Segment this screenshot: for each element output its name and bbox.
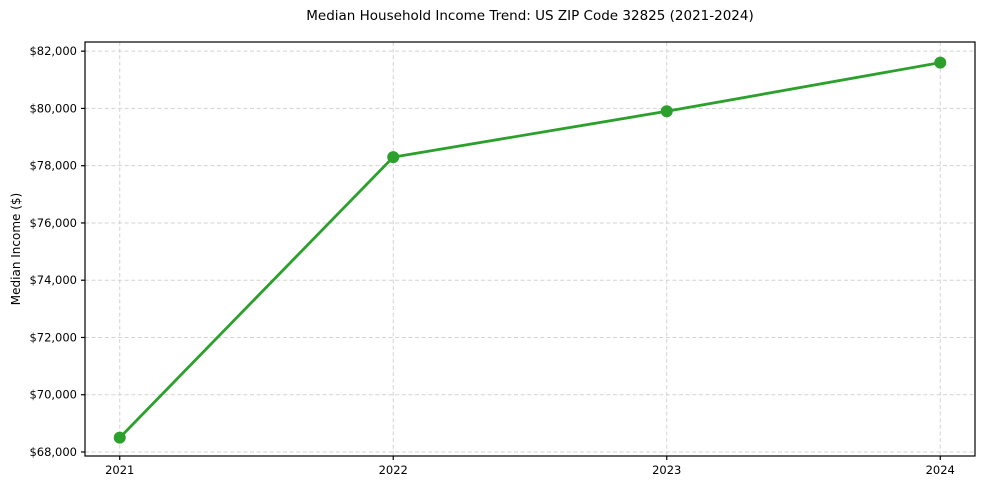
y-tick-label: $68,000	[29, 445, 77, 459]
y-tick-label: $74,000	[29, 273, 77, 287]
data-point	[113, 431, 126, 444]
data-point	[660, 105, 673, 118]
x-tick-label: 2024	[926, 463, 955, 477]
axes-border	[84, 41, 976, 457]
y-tick-label: $82,000	[29, 44, 77, 58]
y-tick-label: $72,000	[29, 330, 77, 344]
x-tick-label: 2022	[379, 463, 408, 477]
y-tick-label: $80,000	[29, 101, 77, 115]
x-tick-label: 2021	[105, 463, 134, 477]
y-tick-label: $76,000	[29, 216, 77, 230]
data-point	[387, 151, 400, 164]
y-tick-label: $78,000	[29, 159, 77, 173]
y-tick-label: $70,000	[29, 388, 77, 402]
trend-line	[118, 61, 942, 440]
chart-title: Median Household Income Trend: US ZIP Co…	[306, 8, 754, 24]
x-tick-label: 2023	[652, 463, 681, 477]
data-point	[934, 56, 947, 69]
